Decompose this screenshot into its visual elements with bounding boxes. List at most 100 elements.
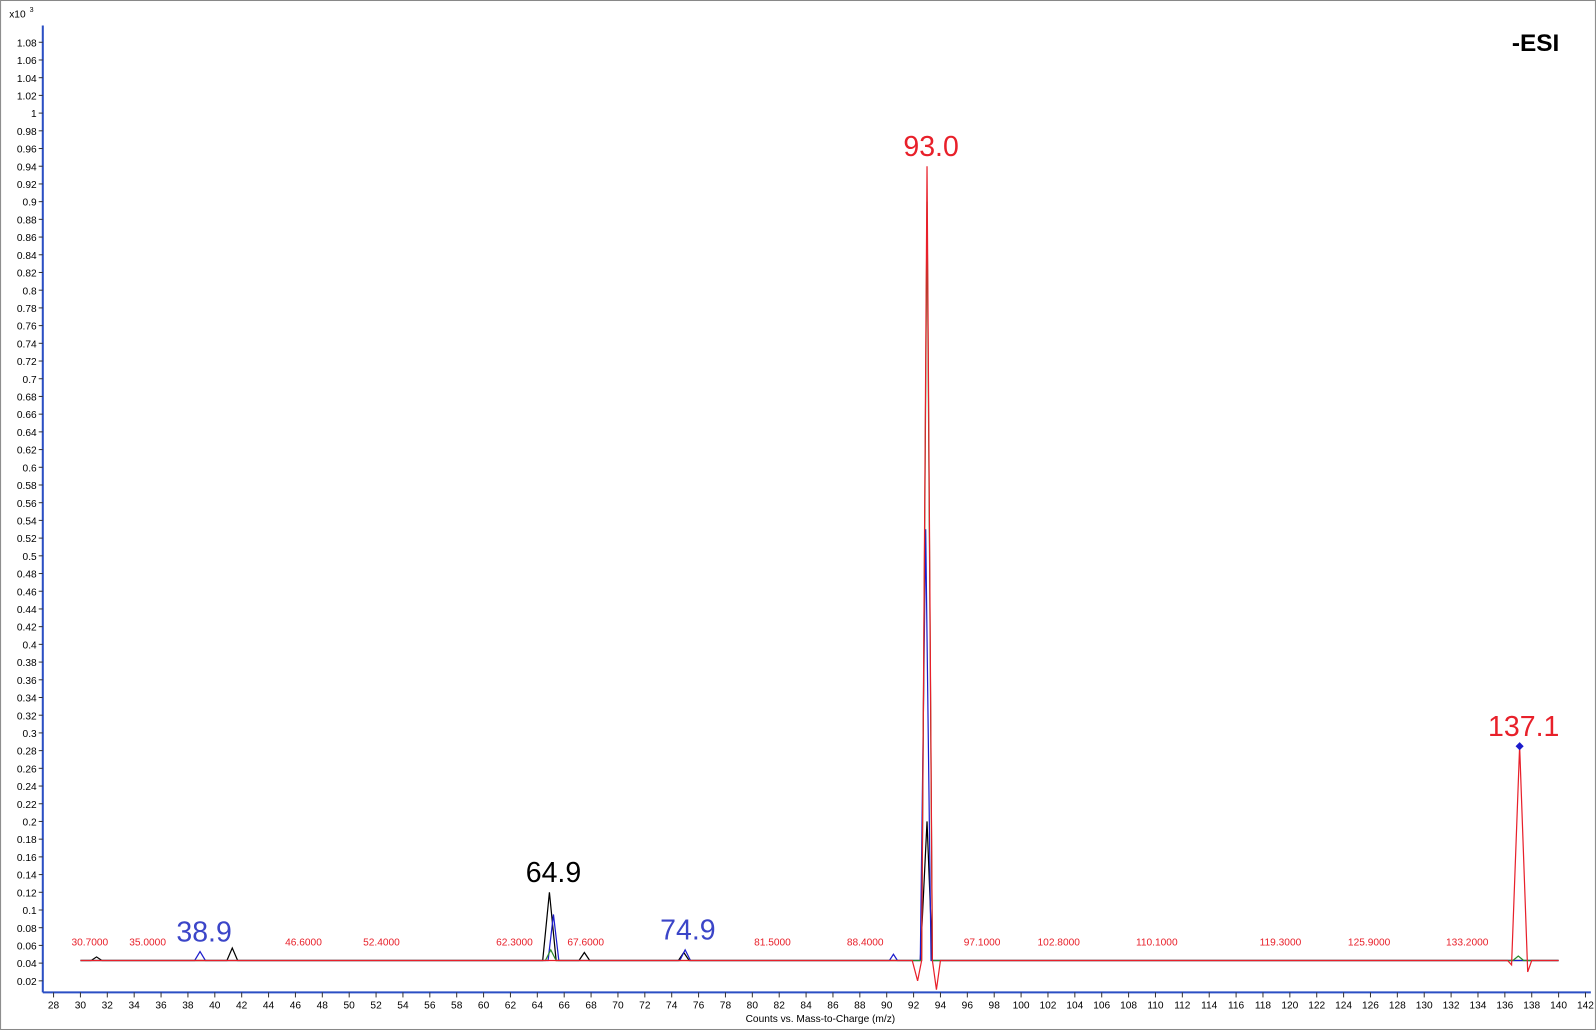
x-tick-label: 64 <box>532 1001 544 1012</box>
x-tick-label: 72 <box>639 1001 651 1012</box>
x-tick-label: 56 <box>424 1001 436 1012</box>
y-tick-label: 0.6 <box>23 463 37 474</box>
x-tick-label: 124 <box>1335 1001 1352 1012</box>
y-tick-label: 0.8 <box>23 286 37 297</box>
y-tick-label: 1.04 <box>17 74 37 85</box>
mass-label: 30.7000 <box>71 938 108 949</box>
y-tick-label: 0.58 <box>17 481 37 492</box>
x-tick-label: 90 <box>881 1001 893 1012</box>
x-tick-label: 122 <box>1308 1001 1325 1012</box>
x-tick-label: 54 <box>397 1001 409 1012</box>
y-tick-label: 1 <box>31 109 37 120</box>
x-tick-label: 140 <box>1550 1001 1567 1012</box>
y-tick-label: 0.42 <box>17 623 37 634</box>
x-tick-label: 116 <box>1228 1001 1245 1012</box>
x-tick-label: 136 <box>1496 1001 1513 1012</box>
spectrum-line <box>80 166 1559 990</box>
y-tick-label: 0.14 <box>17 871 37 882</box>
y-tick-label: 0.16 <box>17 853 37 864</box>
y-tick-label: 0.44 <box>17 605 37 616</box>
y-tick-label: 0.9 <box>23 198 37 209</box>
y-tick-label: 0.48 <box>17 570 37 581</box>
x-tick-label: 28 <box>48 1001 60 1012</box>
x-tick-label: 68 <box>585 1001 597 1012</box>
x-tick-label: 142 <box>1577 1001 1594 1012</box>
x-tick-label: 114 <box>1201 1001 1218 1012</box>
x-tick-label: 46 <box>290 1001 302 1012</box>
peak-label: 74.9 <box>660 915 715 947</box>
y-tick-label: 0.74 <box>17 339 37 350</box>
peak-label: 137.1 <box>1488 711 1559 743</box>
y-tick-label: 1.06 <box>17 56 37 67</box>
y-tick-label: 0.46 <box>17 587 37 598</box>
x-tick-label: 110 <box>1147 1001 1164 1012</box>
x-tick-label: 30 <box>75 1001 87 1012</box>
x-axis-title: Counts vs. Mass-to-Charge (m/z) <box>746 1014 896 1025</box>
y-tick-label: 0.36 <box>17 676 37 687</box>
x-tick-label: 60 <box>478 1001 490 1012</box>
x-tick-label: 70 <box>612 1001 624 1012</box>
mass-label: 110.1000 <box>1136 938 1178 949</box>
x-tick-label: 88 <box>854 1001 866 1012</box>
y-tick-label: 1.02 <box>17 91 37 102</box>
x-tick-label: 82 <box>774 1001 786 1012</box>
y-tick-label: 0.82 <box>17 269 37 280</box>
x-tick-label: 80 <box>747 1001 759 1012</box>
x-tick-label: 132 <box>1443 1001 1460 1012</box>
y-tick-label: 0.34 <box>17 694 37 705</box>
x-tick-label: 84 <box>800 1001 812 1012</box>
y-tick-label: 0.72 <box>17 357 37 368</box>
x-tick-label: 42 <box>236 1001 248 1012</box>
mass-label: 88.4000 <box>847 938 884 949</box>
x-tick-label: 94 <box>935 1001 947 1012</box>
x-tick-label: 104 <box>1066 1001 1083 1012</box>
x-tick-label: 96 <box>962 1001 974 1012</box>
mass-label: 67.6000 <box>567 938 604 949</box>
mass-label: 102.8000 <box>1038 938 1081 949</box>
x-tick-label: 48 <box>317 1001 329 1012</box>
y-tick-label: 0.92 <box>17 180 37 191</box>
x-tick-label: 40 <box>209 1001 221 1012</box>
x-tick-label: 58 <box>451 1001 463 1012</box>
y-tick-label: 0.06 <box>17 941 37 952</box>
mass-label: 81.5000 <box>754 938 791 949</box>
y-tick-label: 0.7 <box>23 375 37 386</box>
y-tick-label: 0.38 <box>17 658 37 669</box>
x-tick-label: 86 <box>827 1001 839 1012</box>
x-tick-label: 76 <box>693 1001 705 1012</box>
mass-label: 133.2000 <box>1446 938 1489 949</box>
y-tick-label: 0.62 <box>17 446 37 457</box>
x-tick-label: 120 <box>1281 1001 1298 1012</box>
x-tick-label: 62 <box>505 1001 517 1012</box>
x-tick-label: 100 <box>1013 1001 1030 1012</box>
y-tick-label: 0.94 <box>17 162 37 173</box>
x-tick-label: 112 <box>1174 1001 1191 1012</box>
y-tick-label: 0.28 <box>17 747 37 758</box>
y-tick-label: 0.98 <box>17 127 37 138</box>
y-multiplier: x10 <box>9 9 26 20</box>
x-tick-label: 130 <box>1416 1001 1433 1012</box>
x-tick-label: 38 <box>182 1001 194 1012</box>
mass-label: 97.1000 <box>964 938 1001 949</box>
y-tick-label: 0.64 <box>17 428 37 439</box>
x-tick-label: 74 <box>666 1001 678 1012</box>
x-tick-label: 32 <box>102 1001 114 1012</box>
x-tick-label: 126 <box>1362 1001 1379 1012</box>
mass-label: 119.3000 <box>1260 938 1302 949</box>
x-tick-label: 128 <box>1389 1001 1406 1012</box>
x-tick-label: 134 <box>1470 1001 1487 1012</box>
x-tick-label: 138 <box>1523 1001 1540 1012</box>
x-tick-label: 78 <box>720 1001 732 1012</box>
y-tick-label: 0.2 <box>23 818 37 829</box>
x-tick-label: 36 <box>155 1001 167 1012</box>
x-tick-label: 108 <box>1120 1001 1137 1012</box>
y-tick-label: 0.3 <box>23 729 37 740</box>
y-tick-label: 0.5 <box>23 552 37 563</box>
y-tick-label: 0.96 <box>17 145 37 156</box>
x-tick-label: 66 <box>559 1001 571 1012</box>
x-tick-label: 118 <box>1255 1001 1272 1012</box>
x-tick-label: 92 <box>908 1001 920 1012</box>
